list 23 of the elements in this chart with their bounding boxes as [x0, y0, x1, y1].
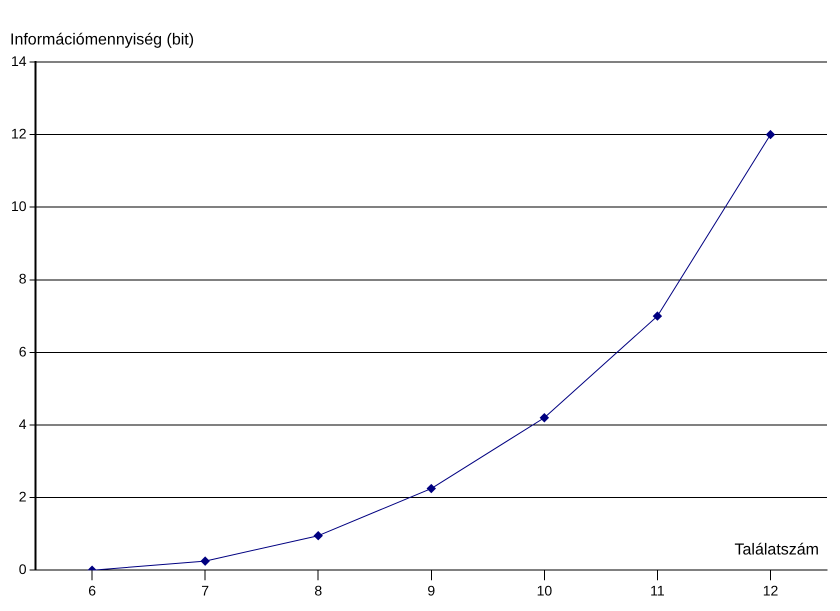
- x-tick-label: 11: [650, 582, 665, 598]
- y-tick-label: 2: [18, 488, 27, 504]
- y-tick-label: 10: [10, 198, 27, 214]
- x-tick-label: 9: [427, 582, 436, 598]
- x-tick-label: 12: [762, 582, 778, 598]
- y-tick-label: 6: [18, 343, 27, 360]
- point: [426, 484, 436, 494]
- y-axis-title: Információmennyiség (bit): [10, 31, 194, 48]
- x-tick-label: 10: [536, 582, 552, 598]
- y-tick-label: 14: [10, 52, 27, 69]
- y-tick-label: 4: [18, 416, 27, 432]
- y-tick-label: 12: [10, 125, 27, 142]
- y-tick-label: 0: [18, 561, 27, 578]
- point: [314, 531, 323, 540]
- x-axis-title: Találatszám: [734, 542, 819, 559]
- point: [540, 413, 549, 422]
- x-tick-label: 8: [314, 582, 322, 598]
- point: [200, 556, 210, 566]
- y-tick-label: 8: [18, 270, 27, 287]
- x-tick-label: 7: [201, 582, 210, 598]
- point: [652, 312, 662, 321]
- x-tick-label: 6: [88, 582, 96, 598]
- point: [766, 130, 775, 140]
